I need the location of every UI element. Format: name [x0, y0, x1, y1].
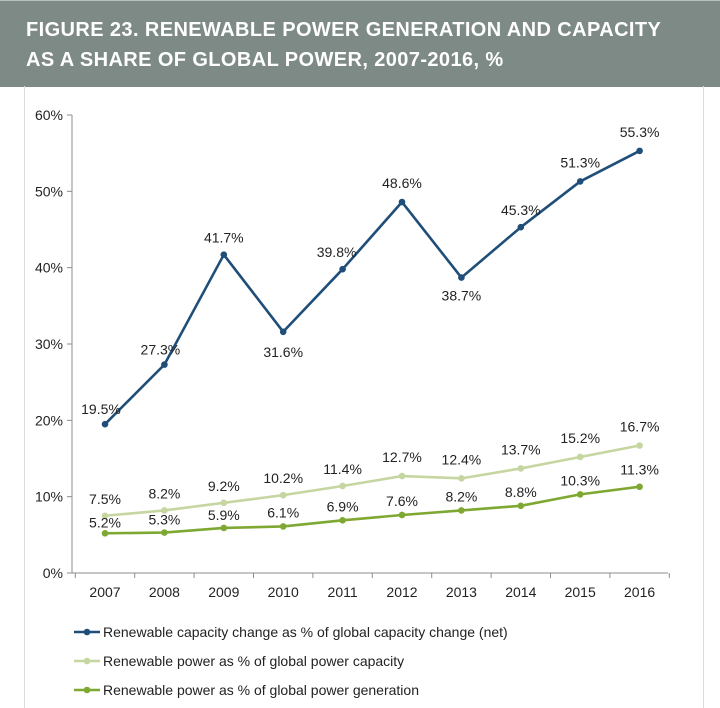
y-tick-label: 30% [35, 336, 63, 352]
data-point [576, 178, 584, 185]
data-label: 7.6% [386, 493, 418, 509]
data-label: 8.8% [505, 484, 537, 500]
legend-swatch-marker [83, 657, 91, 665]
data-label: 48.6% [382, 175, 422, 191]
data-label: 8.2% [148, 485, 180, 501]
data-point [517, 502, 525, 510]
data-point [161, 361, 168, 368]
data-point [101, 512, 109, 520]
x-tick-label: 2007 [89, 584, 120, 600]
data-point [458, 475, 465, 482]
data-point [458, 507, 465, 514]
data-point [339, 482, 346, 490]
data-point [161, 529, 168, 536]
data-point [339, 517, 346, 524]
data-point [636, 483, 643, 491]
data-label: 5.9% [208, 507, 240, 523]
y-tick-label: 10% [35, 489, 63, 505]
figure-header: FIGURE 23. RENEWABLE POWER GENERATION AN… [0, 0, 720, 87]
series-line-2 [104, 444, 640, 518]
y-tick-label: 60% [35, 107, 63, 123]
data-point [101, 530, 109, 537]
figure-title-line-2: AS A SHARE OF GLOBAL POWER, 2007-2016, % [26, 49, 504, 71]
legend-label: Renewable power as % of global power gen… [103, 682, 419, 698]
data-label: 38.7% [442, 288, 482, 304]
x-tick-label: 2011 [328, 584, 358, 600]
data-label: 12.4% [442, 451, 482, 467]
y-tick-label: 40% [35, 260, 63, 276]
data-label: 27.3% [141, 342, 181, 358]
x-tick-label: 2013 [446, 584, 477, 600]
data-point [220, 499, 228, 507]
legend-label: Renewable capacity change as % of global… [103, 624, 508, 640]
data-label: 11.3% [620, 462, 659, 478]
y-tick-label: 50% [35, 183, 63, 199]
x-tick-label: 2010 [268, 584, 299, 600]
data-label: 5.2% [89, 514, 121, 530]
data-point [279, 328, 287, 336]
data-label: 10.2% [263, 470, 303, 486]
data-point [636, 442, 643, 449]
data-label: 19.5% [81, 401, 121, 417]
data-label: 5.3% [148, 512, 180, 528]
series-line-3 [104, 485, 640, 535]
data-label: 9.2% [208, 478, 240, 494]
data-label: 13.7% [501, 441, 541, 457]
data-point [339, 265, 346, 273]
data-point [161, 507, 168, 514]
y-tick-label: 20% [35, 412, 63, 428]
data-point [220, 251, 228, 258]
data-point [398, 472, 406, 480]
data-point [220, 524, 228, 532]
data-label: 8.2% [445, 488, 477, 504]
x-tick-label: 2015 [565, 584, 596, 600]
figure-title-line-1: FIGURE 23. RENEWABLE POWER GENERATION AN… [26, 19, 662, 41]
legend-label: Renewable power as % of global power cap… [103, 653, 404, 669]
data-point [517, 465, 525, 472]
data-label: 15.2% [560, 430, 600, 446]
x-tick-label: 2012 [386, 584, 417, 600]
data-point [636, 147, 643, 155]
data-point [517, 223, 525, 231]
data-label: 11.4% [323, 461, 362, 477]
data-label: 10.3% [560, 472, 600, 488]
data-point [458, 274, 465, 281]
x-tick-label: 2009 [208, 584, 239, 600]
data-label: 6.9% [327, 498, 359, 514]
data-label: 31.6% [263, 344, 303, 360]
legend-swatch-marker [83, 628, 91, 636]
x-tick-label: 2008 [149, 584, 180, 600]
data-label: 12.7% [382, 449, 422, 465]
x-tick-label: 2014 [505, 584, 536, 600]
data-point [398, 511, 406, 519]
y-tick-label: 0% [43, 565, 63, 581]
data-point [279, 491, 287, 499]
data-point [576, 491, 584, 498]
x-tick-label: 2016 [624, 584, 655, 600]
data-label: 45.3% [501, 202, 541, 218]
data-label: 41.7% [204, 230, 244, 246]
data-point [576, 453, 584, 461]
chart-frame [24, 86, 704, 708]
data-label: 39.8% [317, 244, 357, 260]
data-point [279, 523, 287, 530]
series-line-1 [104, 149, 641, 426]
data-label: 55.3% [620, 124, 660, 140]
data-label: 16.7% [620, 419, 660, 435]
data-label: 7.5% [89, 491, 121, 507]
data-label: 6.1% [267, 504, 299, 520]
data-point [398, 198, 406, 206]
data-point [101, 420, 109, 428]
legend-swatch-marker [83, 686, 91, 694]
data-label: 51.3% [560, 154, 600, 170]
